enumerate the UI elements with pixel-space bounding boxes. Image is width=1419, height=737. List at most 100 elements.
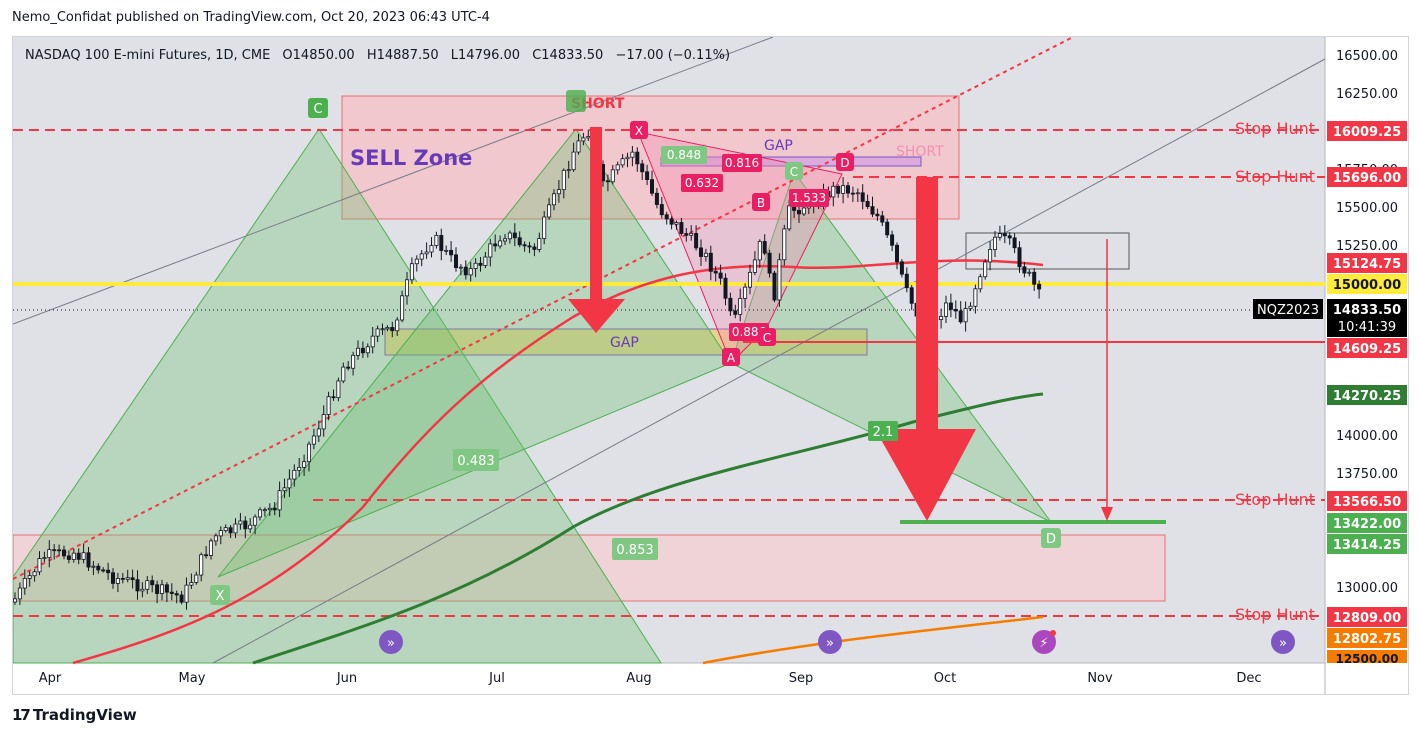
svg-text:C: C bbox=[763, 331, 771, 345]
candle-body bbox=[326, 396, 331, 415]
candle-body bbox=[899, 261, 904, 275]
svg-text:C: C bbox=[790, 165, 798, 179]
candle-body bbox=[199, 554, 204, 576]
candle-body bbox=[27, 575, 32, 579]
svg-text:B: B bbox=[757, 196, 765, 210]
candle-body bbox=[875, 213, 880, 217]
candle-body bbox=[493, 243, 498, 247]
candle-body bbox=[81, 552, 86, 560]
candle-body bbox=[370, 335, 375, 348]
channel-upper bbox=[12, 36, 774, 325]
candle-body bbox=[125, 577, 130, 580]
ratio-tag-0848: 0.848 bbox=[661, 146, 707, 164]
svg-text:12500.00: 12500.00 bbox=[1335, 652, 1398, 666]
point-d-pink: D bbox=[836, 153, 854, 171]
candle-body bbox=[287, 478, 292, 489]
candle-body bbox=[797, 210, 802, 215]
candle-body bbox=[111, 572, 116, 584]
candle-body bbox=[159, 584, 164, 594]
candle-body bbox=[586, 136, 591, 139]
candle-body bbox=[733, 310, 738, 315]
svg-text:13422.00: 13422.00 bbox=[1333, 517, 1401, 532]
svg-text:16250.00: 16250.00 bbox=[1336, 87, 1398, 102]
forward-event-icon-2[interactable]: » bbox=[818, 630, 842, 654]
svg-text:0.632: 0.632 bbox=[685, 176, 719, 190]
candle-body bbox=[316, 428, 321, 437]
candle-body bbox=[189, 582, 194, 586]
candle-body bbox=[654, 192, 659, 205]
svg-text:14000.00: 14000.00 bbox=[1336, 429, 1398, 444]
price-label-14609: 14609.25 bbox=[1327, 338, 1407, 358]
candle-body bbox=[512, 232, 517, 239]
candle-body bbox=[605, 180, 610, 183]
candle-body bbox=[552, 193, 557, 206]
candle-body bbox=[409, 263, 414, 281]
forward-event-icon-1[interactable]: » bbox=[379, 630, 403, 654]
candle-body bbox=[86, 552, 91, 568]
publisher-line: Nemo_Confidat published on TradingView.c… bbox=[12, 10, 490, 25]
svg-text:13000.00: 13000.00 bbox=[1336, 581, 1398, 596]
candle-body bbox=[204, 554, 209, 557]
open-value: 14850.00 bbox=[293, 48, 355, 63]
candle-body bbox=[341, 366, 346, 382]
symbol-tag: NQZ2023 bbox=[1253, 299, 1323, 319]
candle-body bbox=[62, 549, 67, 557]
short-arrow-2 bbox=[875, 177, 976, 521]
candle-body bbox=[963, 308, 968, 323]
svg-text:15250.00: 15250.00 bbox=[1336, 239, 1398, 254]
candle-body bbox=[321, 414, 326, 430]
candlestick-series bbox=[12, 128, 1042, 610]
candle-body bbox=[478, 262, 483, 266]
chart-legend: NASDAQ 100 E-mini Futures, 1D, CME O1485… bbox=[25, 48, 730, 63]
forward-event-icon-3[interactable]: » bbox=[1271, 630, 1295, 654]
ma-green bbox=[252, 392, 1044, 665]
candle-body bbox=[723, 277, 728, 299]
svg-text:A: A bbox=[727, 351, 736, 365]
candle-body bbox=[150, 580, 155, 586]
candle-body bbox=[993, 236, 998, 250]
candle-body bbox=[983, 261, 988, 278]
candle-body bbox=[140, 588, 145, 592]
candle-body bbox=[556, 189, 561, 195]
price-label-16009: 16009.25 bbox=[1327, 121, 1407, 141]
candle-body bbox=[42, 557, 47, 560]
candle-body bbox=[576, 140, 581, 153]
candle-body bbox=[463, 266, 468, 276]
svg-text:Dec: Dec bbox=[1236, 671, 1261, 686]
candle-body bbox=[846, 185, 851, 194]
candle-body bbox=[272, 507, 277, 511]
candle-body bbox=[1017, 247, 1022, 268]
candle-body bbox=[336, 380, 341, 399]
price-label-12500: 12500.00 bbox=[1327, 650, 1407, 666]
price-axis-background bbox=[1325, 37, 1408, 694]
chart-panel[interactable]: SELL Zone SHORT SHORT GAP GAP 0.848 0.81… bbox=[12, 36, 1409, 695]
sell-zone-label: SELL Zone bbox=[350, 146, 472, 170]
svg-text:12809.00: 12809.00 bbox=[1333, 611, 1401, 626]
ratio-tag-21: 2.1 bbox=[868, 421, 898, 441]
lightning-event-icon[interactable]: ⚡ bbox=[1032, 630, 1056, 654]
tradingview-footer[interactable]: 17 TradingView bbox=[12, 706, 137, 724]
candle-body bbox=[537, 238, 542, 250]
candle-body bbox=[233, 523, 238, 534]
candle-body bbox=[581, 137, 586, 142]
price-axis-ticks: 16500.00 16250.00 15750.00 15500.00 1525… bbox=[1336, 49, 1398, 596]
symbol-name: NASDAQ 100 E-mini Futures, 1D, CME bbox=[25, 48, 270, 63]
last-price-label: 14833.50 10:41:39 bbox=[1327, 299, 1407, 337]
candle-body bbox=[787, 205, 792, 230]
change-value: −17.00 (−0.11%) bbox=[615, 48, 730, 63]
lower-pink-zone bbox=[12, 534, 1166, 602]
candle-body bbox=[909, 287, 914, 304]
svg-text:0.848: 0.848 bbox=[667, 148, 701, 162]
price-label-15000: 15000.00 bbox=[1327, 274, 1407, 294]
svg-text:C: C bbox=[313, 102, 322, 117]
channel-lower bbox=[212, 58, 1326, 664]
candle-body bbox=[380, 328, 385, 331]
price-chart[interactable]: SELL Zone SHORT SHORT GAP GAP 0.848 0.81… bbox=[12, 36, 1408, 694]
candle-body bbox=[213, 535, 218, 542]
candle-body bbox=[223, 527, 228, 532]
candle-body bbox=[1012, 237, 1017, 249]
candle-body bbox=[708, 252, 713, 272]
candle-body bbox=[968, 305, 973, 309]
svg-text:15696.00: 15696.00 bbox=[1333, 171, 1401, 186]
candle-body bbox=[248, 524, 253, 530]
